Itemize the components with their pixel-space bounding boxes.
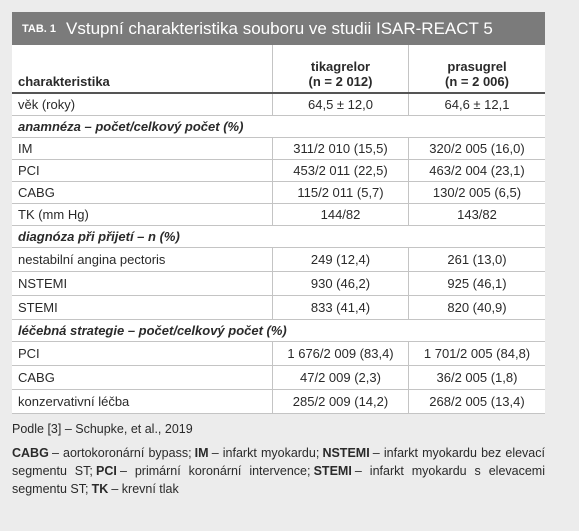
column-name: prasugrel xyxy=(447,59,507,74)
row-label: CABG xyxy=(12,181,273,204)
header-row: charakteristika tikagrelor (n = 2 012) pras… xyxy=(12,45,545,94)
cell-value: 115/2 011 (5,7) xyxy=(272,181,409,204)
cell-value: 36/2 005 (1,8) xyxy=(408,365,545,390)
section-row: diagnóza při přijetí – n (%) xyxy=(12,225,545,248)
cell-value: 249 (12,4) xyxy=(272,247,409,272)
column-n: (n = 2 012) xyxy=(308,74,373,89)
column-header: prasugrel (n = 2 006) xyxy=(408,45,545,94)
column-name: charakteristika xyxy=(18,74,110,89)
definition: – aortokoronární bypass; xyxy=(51,446,192,460)
column-name: tikagrelor xyxy=(310,59,371,74)
row-label: nestabilní angina pectoris xyxy=(12,247,273,272)
cell-value: 453/2 011 (22,5) xyxy=(272,159,409,182)
column-header: tikagrelor (n = 2 012) xyxy=(272,45,409,94)
abbreviation: TK xyxy=(91,482,109,496)
definition: – infarkt myokardu bez elevací segmentu … xyxy=(12,446,545,478)
abbreviation: CABG xyxy=(12,446,49,460)
section-label: anamnéza – počet/celkový počet (%) xyxy=(12,115,545,138)
cell-value: 1 701/2 005 (84,8) xyxy=(408,341,545,366)
data-row: STEMI 833 (41,4) 820 (40,9) xyxy=(12,295,545,320)
data-row: TK (mm Hg) 144/82 143/82 xyxy=(12,203,545,226)
title-bar: TAB. 1 Vstupní charakteristika souboru v… xyxy=(12,12,545,45)
column-n: (n = 2 006) xyxy=(445,74,509,89)
row-label: TK (mm Hg) xyxy=(12,203,273,226)
cell-value: 64,5 ± 12,0 xyxy=(272,92,409,116)
footnote: CABG – aortokoronární bypass; IM – infarkt … xyxy=(12,444,545,498)
table-head: charakteristika tikagrelor (n = 2 012) pras… xyxy=(12,45,545,94)
table-card: TAB. 1 Vstupní charakteristika souboru v… xyxy=(12,12,545,414)
definition: – krevní tlak xyxy=(111,482,179,496)
section-label: diagnóza při přijetí – n (%) xyxy=(12,225,545,248)
row-label: věk (roky) xyxy=(12,92,273,116)
table-label: TAB. 1 xyxy=(22,22,57,35)
cell-value: 144/82 xyxy=(272,203,409,226)
source: Podle [3] – Schupke, et al., 2019 xyxy=(12,422,193,436)
abbreviation: PCI xyxy=(96,464,117,478)
cell-value: 820 (40,9) xyxy=(408,295,545,320)
row-label: STEMI xyxy=(12,295,273,320)
cell-value: 261 (13,0) xyxy=(408,247,545,272)
section-row: léčebná strategie – počet/celkový počet … xyxy=(12,319,545,342)
abbreviation: IM xyxy=(194,446,209,460)
definition: – primární koronární intervence; xyxy=(119,464,311,478)
column-header: charakteristika xyxy=(12,45,273,94)
cell-value: 143/82 xyxy=(408,203,545,226)
section-label: léčebná strategie – počet/celkový počet … xyxy=(12,319,545,342)
table-title: Vstupní charakteristika souboru ve studi… xyxy=(66,18,493,38)
definition: – infarkt myokardu s elevacemi segmentu … xyxy=(12,464,545,496)
data-row: CABG 115/2 011 (5,7) 130/2 005 (6,5) xyxy=(12,181,545,204)
cell-value: 64,6 ± 12,1 xyxy=(408,92,545,116)
cell-value: 833 (41,4) xyxy=(272,295,409,320)
row-label: konzervativní léčba xyxy=(12,389,273,414)
row-label: IM xyxy=(12,137,273,160)
cell-value: 1 676/2 009 (83,4) xyxy=(272,341,409,366)
cell-value: 320/2 005 (16,0) xyxy=(408,137,545,160)
table-body: věk (roky) 64,5 ± 12,0 64,6 ± 12,1 anamnéza… xyxy=(12,92,545,414)
data-row: konzervativní léčba 285/2 009 (14,2) 268/2… xyxy=(12,389,545,414)
data-row: PCI 1 676/2 009 (83,4) 1 701/2 005 (84,8) xyxy=(12,341,545,366)
row-label: CABG xyxy=(12,365,273,390)
cell-value: 130/2 005 (6,5) xyxy=(408,181,545,204)
data-row: IM 311/2 010 (15,5) 320/2 005 (16,0) xyxy=(12,137,545,160)
cell-value: 268/2 005 (13,4) xyxy=(408,389,545,414)
cell-value: 47/2 009 (2,3) xyxy=(272,365,409,390)
abbreviation: NSTEMI xyxy=(322,446,370,460)
cell-value: 285/2 009 (14,2) xyxy=(272,389,409,414)
data-row: PCI 453/2 011 (22,5) 463/2 004 (23,1) xyxy=(12,159,545,182)
data-row: NSTEMI 930 (46,2) 925 (46,1) xyxy=(12,271,545,296)
data-row: nestabilní angina pectoris 249 (12,4) 261 … xyxy=(12,247,545,272)
row-label: PCI xyxy=(12,159,273,182)
abbreviation: STEMI xyxy=(313,464,352,478)
cell-value: 930 (46,2) xyxy=(272,271,409,296)
row-label: NSTEMI xyxy=(12,271,273,296)
data-row: věk (roky) 64,5 ± 12,0 64,6 ± 12,1 xyxy=(12,92,545,116)
cell-value: 463/2 004 (23,1) xyxy=(408,159,545,182)
section-row: anamnéza – počet/celkový počet (%) xyxy=(12,115,545,138)
data-table: charakteristika tikagrelor (n = 2 012) pras… xyxy=(12,45,545,414)
data-row: CABG 47/2 009 (2,3) 36/2 005 (1,8) xyxy=(12,365,545,390)
definition: – infarkt myokardu; xyxy=(211,446,320,460)
cell-value: 925 (46,1) xyxy=(408,271,545,296)
cell-value: 311/2 010 (15,5) xyxy=(272,137,409,160)
row-label: PCI xyxy=(12,341,273,366)
